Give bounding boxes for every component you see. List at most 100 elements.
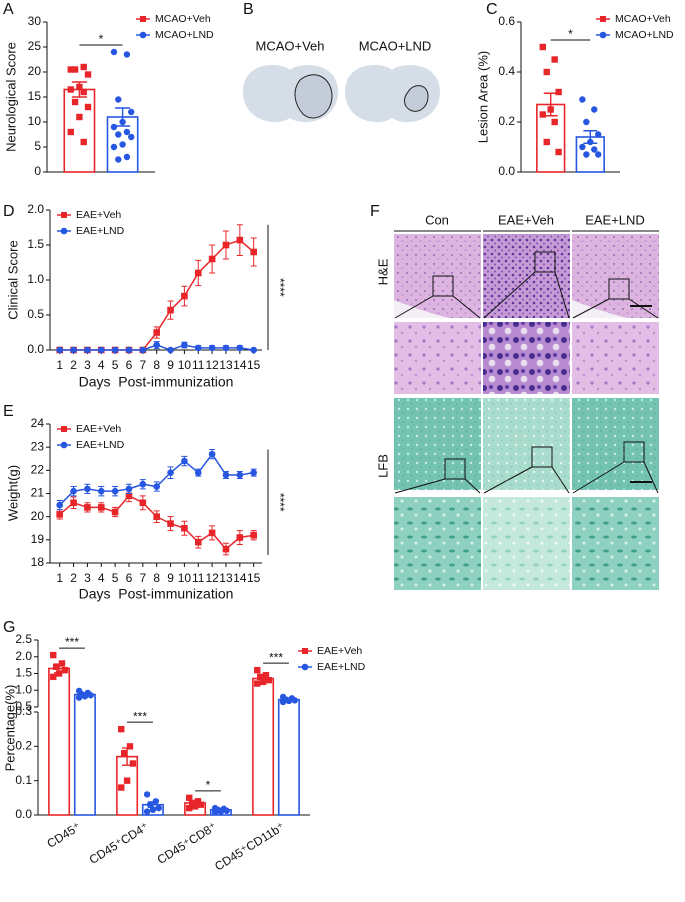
marker xyxy=(123,128,131,136)
marker xyxy=(126,743,134,750)
marker xyxy=(56,501,63,509)
x-tick-label: 8 xyxy=(153,358,160,372)
significance-label: **** xyxy=(273,278,287,297)
y-tick-label: 20 xyxy=(31,509,45,523)
marker xyxy=(208,255,216,263)
caption: MCAO+LND xyxy=(359,38,432,53)
marker xyxy=(129,760,137,767)
marker xyxy=(194,469,202,476)
marker xyxy=(181,457,188,465)
marker xyxy=(128,108,135,116)
marker xyxy=(194,344,202,352)
bar xyxy=(48,667,71,816)
x-tick-label: 13 xyxy=(219,358,233,372)
marker xyxy=(285,697,293,705)
y-tick-label: 0 xyxy=(34,164,41,178)
y-axis-label: Lesion Area (%) xyxy=(475,51,490,144)
x-tick-label: CD45⁺CD4⁺ xyxy=(87,819,152,867)
marker xyxy=(118,725,125,733)
y-tick-label: 0.0 xyxy=(27,342,44,356)
y-tick-label: 0.0 xyxy=(498,164,515,178)
marker xyxy=(97,346,105,354)
legend-marker xyxy=(140,16,146,22)
marker xyxy=(167,306,174,314)
x-tick-label: CD45⁺CD11b⁺ xyxy=(212,819,287,873)
marker xyxy=(55,670,63,677)
legend-marker xyxy=(61,212,67,218)
marker xyxy=(125,492,133,500)
marker xyxy=(579,143,586,151)
y-tick-label: 19 xyxy=(31,532,45,546)
micrograph xyxy=(572,234,659,318)
x-tick-label: 12 xyxy=(205,571,219,585)
marker xyxy=(80,63,87,71)
zoom-callouts xyxy=(394,251,659,494)
legend-label: EAE+LND xyxy=(76,225,125,237)
marker xyxy=(80,138,87,146)
marker xyxy=(595,131,602,138)
legend-label: MCAO+Veh xyxy=(615,13,671,25)
marker xyxy=(70,346,77,354)
marker xyxy=(194,538,202,546)
marker xyxy=(139,499,147,507)
marker xyxy=(167,346,174,354)
marker xyxy=(50,673,57,681)
marker xyxy=(543,68,550,76)
marker xyxy=(547,106,554,113)
micrograph-zoom xyxy=(572,497,659,590)
marker xyxy=(153,329,160,336)
marker xyxy=(70,487,77,495)
column-label: EAE+LND xyxy=(585,212,645,227)
micrograph xyxy=(572,398,659,490)
x-tick-label: 11 xyxy=(192,358,205,372)
marker xyxy=(123,777,131,784)
marker xyxy=(555,88,562,96)
row-label: H&E xyxy=(375,258,390,285)
marker xyxy=(110,123,118,131)
panel-label: B xyxy=(243,1,254,18)
legend-marker xyxy=(302,648,308,654)
marker xyxy=(539,111,546,118)
panel-label: C xyxy=(486,1,498,18)
marker xyxy=(76,113,83,121)
marker xyxy=(80,88,87,96)
marker xyxy=(583,118,590,126)
marker xyxy=(587,138,594,146)
legend-label: EAE+Veh xyxy=(76,209,121,221)
marker xyxy=(146,801,154,808)
x-tick-label: CD45⁺ xyxy=(44,819,83,850)
marker xyxy=(539,43,546,51)
marker xyxy=(76,83,83,91)
significance-label: * xyxy=(99,32,104,46)
marker xyxy=(153,341,160,349)
marker xyxy=(250,469,257,476)
lesion-outline xyxy=(404,85,429,112)
marker xyxy=(254,666,261,674)
marker xyxy=(56,346,63,354)
legend-label: EAE+Veh xyxy=(76,423,121,435)
panel-label: G xyxy=(3,619,15,636)
micrograph-zoom xyxy=(483,497,570,590)
bar xyxy=(277,698,300,816)
marker xyxy=(139,346,147,354)
x-tick-label: 3 xyxy=(84,358,91,372)
marker xyxy=(211,809,219,816)
legend-label: EAE+LND xyxy=(317,661,366,673)
marker xyxy=(84,71,92,78)
marker xyxy=(75,694,83,701)
marker xyxy=(222,545,230,553)
x-tick-label: 7 xyxy=(139,571,146,585)
histology-grid xyxy=(394,234,659,590)
x-tick-label: 5 xyxy=(112,571,119,585)
y-tick-label: 10 xyxy=(28,114,42,128)
micrograph xyxy=(483,234,570,318)
y-tick-label: 0.4 xyxy=(498,64,515,78)
marker xyxy=(250,531,257,539)
marker xyxy=(254,680,261,687)
x-tick-label: 14 xyxy=(233,358,247,372)
y-tick-label: 2.0 xyxy=(15,649,32,663)
marker xyxy=(119,141,126,148)
y-tick-label: 1.5 xyxy=(27,237,44,251)
y-tick-label: 0.3 xyxy=(15,704,32,718)
marker xyxy=(118,784,125,791)
